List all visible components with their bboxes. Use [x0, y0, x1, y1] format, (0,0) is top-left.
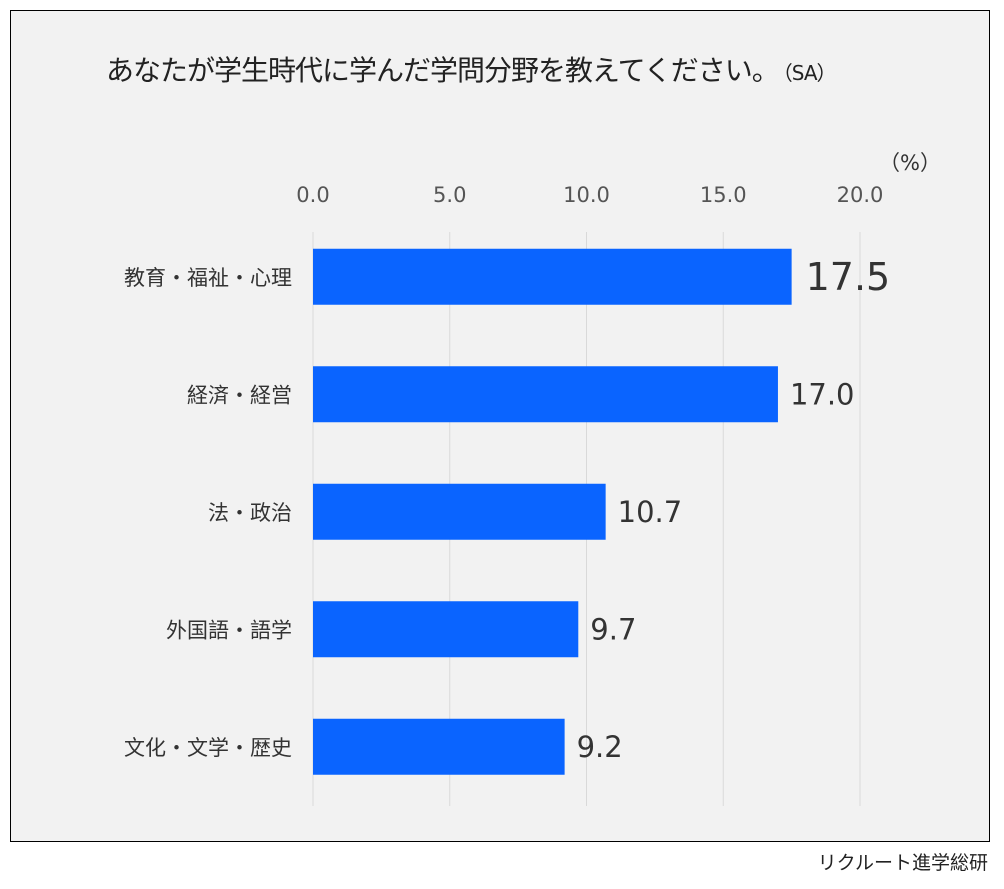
data-label: 17.0	[790, 377, 855, 411]
bar	[313, 483, 606, 540]
data-label: 9.2	[577, 730, 623, 764]
title-note: （SA）	[782, 61, 837, 85]
tick-label: 10.0	[563, 183, 610, 207]
chart-title: あなたが学生時代に学んだ学問分野を教えてください。 （SA）	[106, 49, 837, 89]
data-label: 10.7	[618, 495, 683, 529]
category-label: 経済・経営	[187, 383, 292, 407]
bar	[313, 718, 565, 775]
category-label: 外国語・語学	[166, 618, 292, 642]
category-label: 教育・福祉・心理	[124, 266, 292, 290]
tick-label: 20.0	[837, 183, 884, 207]
bar	[313, 366, 778, 423]
chart-frame: あなたが学生時代に学んだ学問分野を教えてください。 （SA） （%）	[10, 10, 990, 842]
bar	[313, 248, 792, 305]
data-label: 9.7	[590, 612, 636, 646]
source-credit: リクルート進学総研	[817, 852, 988, 874]
tick-label: 15.0	[700, 183, 747, 207]
tick-label: 0.0	[296, 183, 329, 207]
category-label: 法・政治	[208, 501, 292, 525]
bar	[313, 601, 579, 658]
tick-label: 5.0	[433, 183, 466, 207]
unit-label: （%）	[879, 151, 941, 175]
title-text: あなたが学生時代に学んだ学問分野を教えてください。	[106, 54, 780, 87]
category-label: 文化・文学・歴史	[124, 736, 292, 760]
data-label: 17.5	[806, 255, 891, 299]
